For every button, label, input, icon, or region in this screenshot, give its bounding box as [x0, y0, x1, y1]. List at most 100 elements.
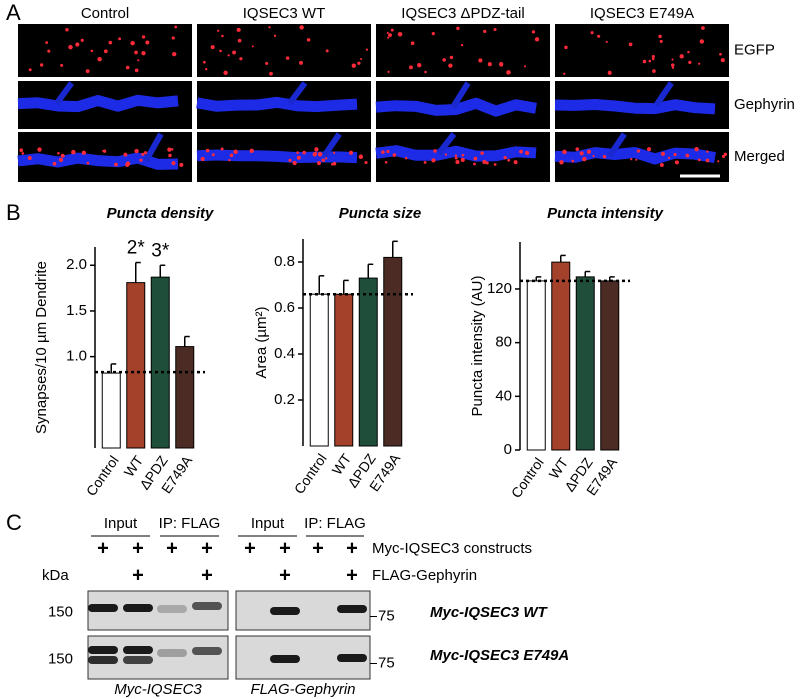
puncta: [302, 150, 306, 155]
puncta: [172, 51, 177, 57]
dendrite-branch: [143, 132, 164, 163]
puncta: [296, 151, 299, 154]
puncta: [228, 159, 231, 162]
puncta: [251, 45, 254, 48]
dendrite: [554, 98, 716, 115]
caption: FLAG-Gephyrin: [250, 681, 355, 698]
puncta: [499, 63, 503, 67]
puncta: [524, 150, 530, 156]
puncta: [519, 149, 523, 154]
puncta: [697, 158, 701, 162]
puncta: [705, 158, 710, 163]
puncta: [223, 70, 228, 75]
puncta: [646, 147, 652, 152]
puncta: [503, 155, 507, 160]
puncta: [381, 150, 385, 154]
puncta: [19, 148, 24, 153]
puncta: [582, 156, 587, 162]
puncta: [534, 37, 540, 42]
dendrite-branch: [450, 81, 471, 109]
band: [337, 605, 367, 613]
bar: [383, 256, 403, 447]
puncta: [351, 63, 356, 68]
bar: [334, 293, 354, 447]
puncta: [325, 157, 328, 160]
puncta: [21, 152, 25, 155]
row-label: EGFP: [734, 41, 775, 58]
puncta: [460, 157, 465, 162]
panel-label: B: [6, 200, 21, 225]
chart-title: Puncta density: [107, 205, 214, 222]
puncta: [57, 151, 60, 155]
plus: +: [132, 564, 144, 586]
header: IP: FLAG: [304, 515, 366, 532]
puncta: [454, 154, 457, 157]
blot-label: Myc-IQSEC3 WT: [430, 604, 549, 621]
puncta: [597, 34, 601, 38]
puncta: [455, 160, 460, 165]
puncta: [145, 40, 150, 45]
puncta: [296, 155, 301, 160]
puncta: [431, 158, 436, 163]
row-label: FLAG-Gephyrin: [372, 567, 477, 584]
puncta: [630, 157, 633, 161]
band: [123, 656, 153, 664]
puncta: [605, 40, 608, 44]
puncta: [671, 66, 675, 69]
puncta: [325, 49, 329, 53]
puncta: [507, 158, 511, 162]
puncta: [687, 50, 690, 54]
dendrite-branch: [606, 132, 627, 158]
puncta: [103, 49, 108, 54]
puncta: [564, 45, 568, 50]
puncta: [221, 34, 224, 38]
puncta: [37, 147, 42, 152]
puncta: [701, 26, 705, 30]
y-tick-label: 40: [495, 387, 512, 404]
puncta: [317, 161, 321, 166]
puncta: [58, 157, 64, 163]
band: [157, 649, 187, 657]
puncta: [448, 63, 453, 68]
puncta: [86, 161, 90, 165]
puncta: [667, 156, 671, 159]
blot-label: Myc-IQSEC3 E749A: [430, 647, 569, 664]
puncta: [386, 149, 390, 154]
y-tick-label: 0.6: [274, 299, 295, 316]
puncta: [423, 161, 427, 164]
plus: +: [279, 537, 291, 559]
puncta: [168, 153, 172, 158]
puncta: [205, 148, 210, 153]
puncta: [317, 152, 323, 157]
puncta: [360, 57, 363, 61]
band: [192, 647, 222, 655]
y-tick-label: 1.0: [66, 348, 87, 365]
puncta: [431, 32, 435, 36]
puncta: [200, 156, 205, 162]
puncta: [524, 65, 527, 68]
puncta: [39, 63, 44, 67]
y-tick-label: 120: [487, 280, 512, 297]
x-tick-label: Control: [83, 453, 122, 499]
column-label: IQSEC3 WT: [243, 5, 326, 22]
puncta: [237, 38, 242, 43]
y-tick-label: 2.0: [66, 256, 87, 273]
puncta: [723, 152, 728, 157]
puncta: [388, 33, 392, 37]
puncta: [179, 162, 184, 167]
puncta: [205, 68, 208, 71]
puncta: [717, 160, 720, 163]
column-label: IQSEC3 ΔPDZ-tail: [401, 5, 524, 22]
puncta: [171, 36, 175, 40]
puncta: [170, 148, 174, 151]
band: [192, 602, 222, 610]
puncta: [299, 25, 304, 30]
dendrite-branch: [54, 81, 74, 106]
puncta: [268, 26, 271, 29]
puncta: [227, 54, 230, 57]
puncta: [531, 30, 536, 34]
puncta: [473, 162, 476, 166]
puncta: [651, 55, 655, 59]
puncta: [141, 152, 145, 156]
